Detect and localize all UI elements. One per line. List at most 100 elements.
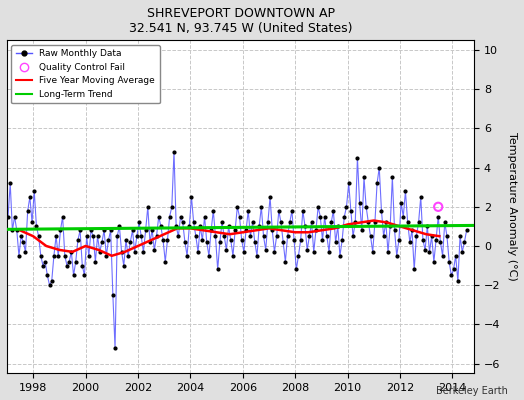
Point <box>334 223 342 230</box>
Point <box>222 247 231 253</box>
Point <box>13 227 21 234</box>
Point <box>347 208 355 214</box>
Point <box>305 233 313 239</box>
Point <box>59 214 67 220</box>
Point <box>115 223 124 230</box>
Point <box>43 272 51 278</box>
Point <box>458 249 466 255</box>
Point <box>170 149 178 155</box>
Point <box>98 239 106 245</box>
Y-axis label: Temperature Anomaly (°C): Temperature Anomaly (°C) <box>507 132 517 281</box>
Point <box>35 233 43 239</box>
Point <box>196 223 204 230</box>
Point <box>139 249 148 255</box>
Legend: Raw Monthly Data, Quality Control Fail, Five Year Moving Average, Long-Term Tren: Raw Monthly Data, Quality Control Fail, … <box>12 45 160 103</box>
Point <box>146 239 154 245</box>
Point <box>155 214 163 220</box>
Point <box>28 219 36 226</box>
Point <box>303 247 311 253</box>
Point <box>177 214 185 220</box>
Point <box>299 208 307 214</box>
Point <box>246 233 255 239</box>
Point <box>259 233 268 239</box>
Text: Berkeley Earth: Berkeley Earth <box>436 386 508 396</box>
Point <box>124 252 133 259</box>
Point <box>150 247 159 253</box>
Point <box>233 204 242 210</box>
Point <box>48 278 56 284</box>
Point <box>386 223 395 230</box>
Point <box>255 223 264 230</box>
Point <box>220 233 228 239</box>
Point <box>52 233 60 239</box>
Point <box>108 292 117 298</box>
Point <box>375 164 384 171</box>
Point <box>128 227 137 234</box>
Point <box>373 180 381 186</box>
Point <box>50 252 58 259</box>
Point <box>76 227 84 234</box>
Point <box>126 239 135 245</box>
Point <box>314 204 322 210</box>
Point <box>166 214 174 220</box>
Point <box>368 249 377 255</box>
Title: SHREVEPORT DOWNTOWN AP
32.541 N, 93.745 W (United States): SHREVEPORT DOWNTOWN AP 32.541 N, 93.745 … <box>129 7 352 35</box>
Point <box>308 219 316 226</box>
Point <box>207 227 215 234</box>
Point <box>104 237 113 243</box>
Point <box>218 219 226 226</box>
Point <box>406 239 414 245</box>
Point <box>292 266 300 273</box>
Point <box>102 252 111 259</box>
Point <box>181 239 189 245</box>
Point <box>351 219 359 226</box>
Point <box>46 282 54 288</box>
Point <box>428 233 436 239</box>
Point <box>141 227 150 234</box>
Point <box>423 223 431 230</box>
Point <box>441 219 449 226</box>
Point <box>106 227 115 234</box>
Point <box>95 249 104 255</box>
Point <box>286 219 294 226</box>
Point <box>377 208 386 214</box>
Point <box>231 227 239 234</box>
Point <box>235 214 244 220</box>
Point <box>310 249 318 255</box>
Point <box>360 174 368 181</box>
Point <box>410 266 418 273</box>
Point <box>456 233 464 239</box>
Point <box>395 237 403 243</box>
Point <box>152 233 161 239</box>
Point <box>419 237 427 243</box>
Point <box>342 204 351 210</box>
Point <box>133 233 141 239</box>
Point <box>340 214 348 220</box>
Point <box>364 219 373 226</box>
Point <box>366 233 375 239</box>
Point <box>323 233 331 239</box>
Point <box>403 219 412 226</box>
Point <box>297 237 305 243</box>
Point <box>432 237 440 243</box>
Point <box>357 227 366 234</box>
Point <box>344 180 353 186</box>
Point <box>65 258 73 265</box>
Point <box>434 204 442 210</box>
Point <box>168 204 176 210</box>
Point <box>8 227 17 234</box>
Point <box>454 278 462 284</box>
Point <box>412 233 421 239</box>
Point <box>226 237 235 243</box>
Point <box>329 208 337 214</box>
Point <box>462 227 471 234</box>
Point <box>39 262 47 269</box>
Point <box>4 214 12 220</box>
Point <box>113 233 122 239</box>
Point <box>93 233 102 239</box>
Point <box>56 227 64 234</box>
Point <box>157 223 165 230</box>
Point <box>312 227 320 234</box>
Point <box>216 239 224 245</box>
Point <box>130 249 139 255</box>
